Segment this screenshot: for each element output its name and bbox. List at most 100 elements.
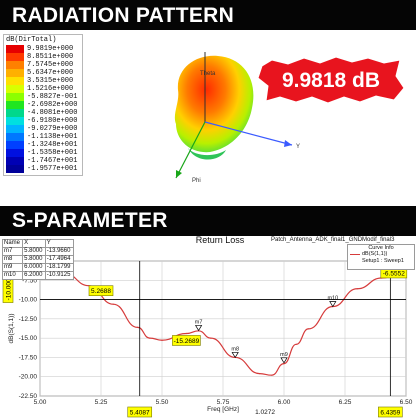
- marker-table-cell: 5.8000: [22, 255, 46, 264]
- y-tick-label: -7.50: [22, 277, 37, 284]
- marker-table-cell: m9: [1, 263, 24, 272]
- x-tick-label: 6.25: [339, 399, 352, 406]
- x-tick-label: 5.00: [34, 399, 47, 406]
- curve-point: [112, 303, 114, 305]
- legend-swatch: [6, 157, 24, 165]
- marker-table-row: m8 5.8000 -17.4964: [1, 255, 75, 264]
- marker-table-header: Name X Y: [1, 239, 75, 248]
- marker-table-header-cell: X: [22, 239, 46, 248]
- x-tick-label: 6.00: [278, 399, 291, 406]
- legend-swatch: [6, 165, 24, 173]
- legend-row: -1.7467e+001: [6, 157, 80, 168]
- marker-label: m9: [280, 352, 288, 358]
- y-axis: [204, 121, 293, 146]
- legend-value: -6.9180e+000: [27, 117, 78, 125]
- curve-info-line-swatch: [350, 254, 360, 255]
- legend-value: 5.6347e+000: [27, 69, 74, 77]
- left-y-tag-text: -10.0000: [6, 274, 13, 300]
- s-parameter-banner: S-PARAMETER: [0, 206, 416, 236]
- legend-swatch: [6, 149, 24, 157]
- curve-point: [149, 337, 151, 339]
- marker-triangle-icon: [280, 357, 288, 364]
- curve-point: [185, 332, 187, 335]
- x-axis: [175, 121, 206, 179]
- bandwidth-value: 1.0272: [255, 409, 275, 416]
- bottom-left-tag-text: 5.4087: [130, 410, 150, 417]
- curve-point: [307, 328, 309, 330]
- marker-triangle-icon: [329, 301, 337, 308]
- legend-row: -1.3248e+001: [6, 141, 80, 152]
- legend-row: -6.9180e+000: [6, 117, 80, 128]
- marker-label: m10: [327, 296, 338, 302]
- curve-point: [259, 373, 261, 375]
- legend-swatch: [6, 125, 24, 133]
- marker-table-cell: m10: [1, 271, 24, 280]
- curve-info-legend: Curve Info dB(S(1,1)) Setup1 : Sweep1: [347, 244, 415, 270]
- chart-value-tags: -10.0000 5.2688 -15.2689 -6.5552 5.4087 6.435…: [2, 267, 408, 418]
- s-parameter-panel: 5.005.255.505.756.006.256.50-5.00-7.50-1…: [0, 235, 416, 418]
- x-tick-label: 5.50: [156, 399, 169, 406]
- curve-point: [283, 363, 285, 365]
- legend-value: -1.7467e+001: [27, 157, 78, 165]
- legend-row: -1.5358e+001: [6, 149, 80, 160]
- legend-swatch: [6, 61, 24, 69]
- top-left-tag: 5.2688: [88, 285, 114, 297]
- legend-swatch: [6, 69, 24, 77]
- legend-row: 3.5315e+000: [6, 77, 80, 88]
- legend-swatch: [6, 117, 24, 125]
- legend-value: -4.8081e+000: [27, 109, 78, 117]
- radiation-pattern-panel: dB(DirTotal) 9.9819e+000 8.8511e+000 7.574…: [0, 30, 416, 206]
- curve-point: [137, 326, 139, 328]
- curve-point: [271, 374, 273, 376]
- marker-table-cell: 6.0000: [22, 263, 46, 272]
- mid-left-tag-box: [172, 335, 201, 346]
- curve-point: [210, 337, 212, 339]
- peak-gain-badge: 9.9818 dB: [262, 60, 400, 102]
- curve-point: [161, 339, 163, 341]
- curve-point: [356, 288, 358, 290]
- bottom-right-tag: 6.4359: [378, 406, 403, 418]
- legend-row: -1.9577e+001: [6, 165, 80, 176]
- y-arrow-icon: [284, 140, 292, 147]
- legend-swatch: [6, 77, 24, 85]
- legend-row: -9.0279e+000: [6, 125, 80, 136]
- marker-table-header-cell: Y: [44, 239, 75, 248]
- y-tick-label: -12.50: [19, 316, 38, 323]
- legend-row: 5.6347e+000: [6, 69, 80, 80]
- x-axis-label: Freq [GHz]: [207, 406, 239, 413]
- legend-value: -1.3248e+001: [27, 141, 78, 149]
- project-name: Patch_Antenna_ADK_final1_GNDModif_final3: [271, 237, 395, 243]
- chart-title: Return Loss: [195, 235, 245, 245]
- marker-table-cell: -13.9660: [44, 247, 75, 256]
- marker-table-row: m9 6.0000 -18.1799: [1, 263, 75, 272]
- chart-markers: m7 m8 m9 m10: [195, 296, 338, 364]
- legend-row: -5.8827e-001: [6, 93, 80, 104]
- y-tick-label: -17.50: [19, 354, 38, 361]
- legend-value: 3.5315e+000: [27, 77, 74, 85]
- y-axis-label: Y: [296, 144, 300, 150]
- peak-gain-badge-shape: [257, 56, 405, 104]
- legend-swatch: [6, 85, 24, 93]
- return-loss-chart: 5.005.255.505.756.006.256.50-5.00-7.50-1…: [2, 258, 413, 418]
- legend-swatch: [6, 53, 24, 61]
- curve-info-setup: Setup1 : Sweep1: [362, 258, 404, 264]
- radiation-pattern-banner: RADIATION PATTERN: [0, 0, 416, 30]
- legend-swatch: [6, 101, 24, 109]
- legend-value: -1.5358e+001: [27, 149, 78, 157]
- legend-row: -1.1138e+001: [6, 133, 80, 144]
- marker-table-cell: -10.9125: [44, 271, 75, 280]
- legend-value: 7.5745e+000: [27, 61, 74, 69]
- legend-row: 7.5745e+000: [6, 61, 80, 72]
- y-tick-label: -10.00: [19, 297, 38, 304]
- curve-info-name: dB(S(1,1)): [362, 251, 388, 257]
- marker-table-cell: m8: [1, 255, 24, 264]
- colorbar-legend: dB(DirTotal) 9.9819e+000 8.8511e+000 7.574…: [3, 34, 83, 176]
- legend-row: -4.8081e+000: [6, 109, 80, 120]
- y-tick-label: -20.00: [19, 374, 38, 381]
- legend-row: 1.5216e+000: [6, 85, 80, 96]
- radiation-3d-view: Theta Y Phi: [174, 52, 405, 184]
- x-tick-label: 5.75: [217, 399, 230, 406]
- legend-row: -2.6982e+000: [6, 101, 80, 112]
- legend-value: -9.0279e+000: [27, 125, 78, 133]
